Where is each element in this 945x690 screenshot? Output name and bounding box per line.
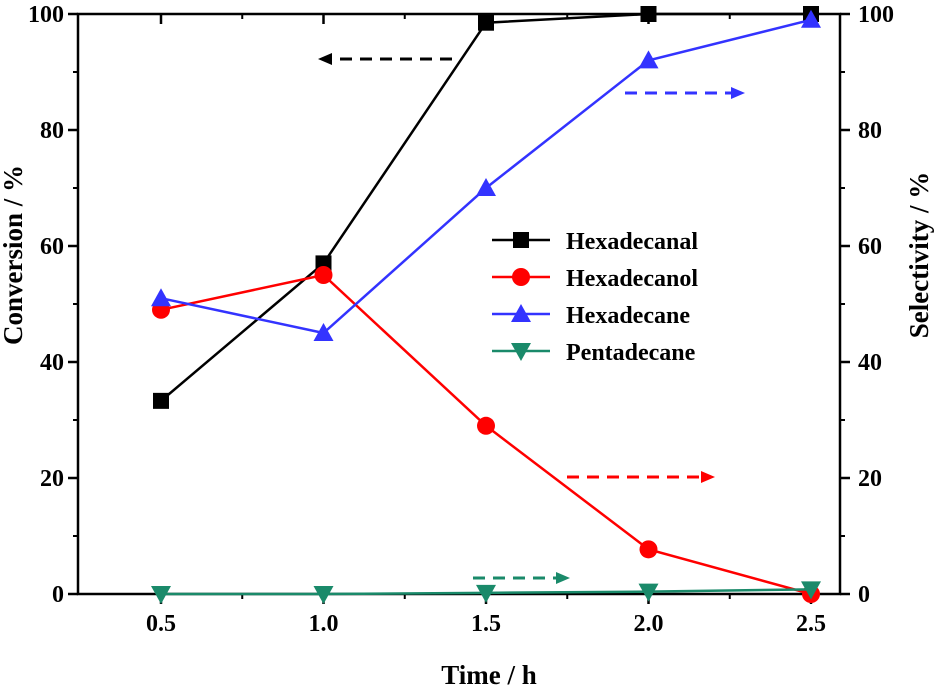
legend-marker — [513, 232, 529, 248]
x-tick-label: 2.5 — [796, 611, 826, 637]
arrow-head — [318, 53, 332, 65]
legend-label: Hexadecane — [566, 303, 690, 329]
x-tick-label: 2.0 — [634, 611, 664, 637]
y-left-tick-label: 80 — [40, 118, 64, 144]
legend-marker — [512, 268, 530, 286]
y-left-tick-label: 20 — [40, 466, 64, 492]
data-point-pentadecane — [801, 581, 821, 600]
arrow-head — [731, 87, 745, 99]
series-line-hexadecanal — [160, 12, 811, 402]
y-right-tick-label: 100 — [858, 2, 894, 28]
arrow-head — [556, 572, 570, 584]
axis-ticks: 0.5 1.0 1.5 2.0 2.5 0 0 20 20 40 40 60 60 80 80 100 100 — [28, 2, 894, 637]
data-point-hexadecanal — [153, 392, 169, 409]
y-right-tick-label: 20 — [858, 466, 882, 492]
x-tick-label: 1.5 — [471, 611, 501, 637]
legend-entry-pentadecane: Pentadecane — [492, 340, 696, 366]
x-tick-label: 1.0 — [309, 611, 339, 637]
series-pentadecane — [151, 581, 821, 604]
y-axis-left-title: Conversion / % — [0, 165, 28, 345]
legend-label: Hexadecanal — [566, 229, 698, 255]
dashed-arrow-hexadecanal — [318, 53, 452, 65]
y-right-tick-label: 40 — [858, 350, 882, 376]
legend-entry-hexadecanal: Hexadecanal — [492, 229, 698, 255]
data-point-hexadecane — [638, 50, 659, 69]
data-point-pentadecane — [638, 583, 659, 602]
y-left-tick-label: 100 — [28, 2, 64, 28]
data-point-pentadecane — [476, 584, 496, 603]
y-right-tick-label: 60 — [858, 234, 882, 260]
data-point-hexadecanol — [477, 416, 495, 435]
y-right-tick-label: 80 — [858, 118, 882, 144]
x-axis-title: Time / h — [441, 660, 537, 690]
x-tick-label: 0.5 — [146, 611, 176, 637]
data-point-hexadecane — [151, 288, 171, 307]
legend-marker — [511, 343, 531, 361]
data-point-hexadecane — [801, 9, 821, 28]
legend-entry-hexadecane: Hexadecane — [492, 303, 690, 329]
arrow-head — [701, 471, 715, 483]
dashed-arrow-pentadecane — [473, 572, 570, 584]
y-right-tick-label: 0 — [858, 582, 870, 608]
y-left-tick-label: 0 — [52, 582, 64, 608]
data-point-hexadecane — [313, 323, 334, 341]
data-point-hexadecane — [476, 178, 496, 196]
series-lines — [151, 6, 821, 604]
dashed-arrow-hexadecane — [625, 87, 745, 99]
dashed-arrow-hexadecanol — [567, 471, 715, 483]
data-point-hexadecanol — [314, 266, 333, 284]
data-point-pentadecane — [151, 586, 171, 604]
legend-marker — [511, 304, 531, 322]
legend-label: Pentadecane — [566, 340, 696, 366]
series-hexadecanal — [153, 6, 819, 409]
data-point-hexadecanol — [639, 540, 658, 559]
legend-entry-hexadecanol: Hexadecanol — [492, 266, 698, 292]
series-line-hexadecane — [160, 18, 812, 335]
data-point-pentadecane — [313, 586, 334, 604]
y-left-tick-label: 60 — [40, 234, 64, 260]
legend-label: Hexadecanol — [566, 266, 698, 292]
annotation-arrows — [318, 53, 745, 584]
data-point-hexadecanal — [478, 14, 494, 31]
data-point-hexadecanal — [640, 6, 657, 22]
y-left-tick-label: 40 — [40, 350, 64, 376]
series-hexadecane — [151, 9, 821, 341]
y-axis-right-title: Selectivity / % — [904, 172, 934, 338]
legend: Hexadecanal Hexadecanol Hexadecane Pentadec… — [492, 229, 698, 366]
